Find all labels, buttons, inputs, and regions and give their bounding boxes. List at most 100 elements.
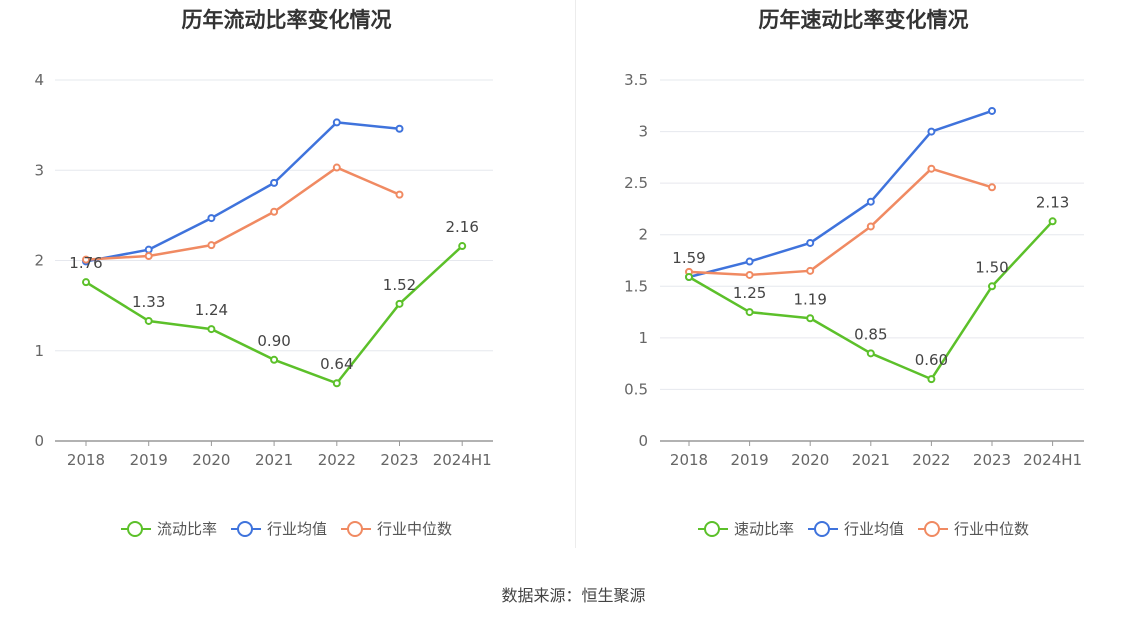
- legend-swatch-icon: [918, 520, 948, 537]
- data-point[interactable]: [332, 379, 341, 388]
- legend-label: 行业均值: [266, 520, 327, 538]
- x-tick-label: 2021: [852, 451, 890, 469]
- data-label: 0.85: [854, 325, 887, 343]
- data-point[interactable]: [270, 355, 279, 364]
- data-label: 1.24: [195, 301, 228, 319]
- legend-swatch-icon: [120, 520, 151, 537]
- panel-divider: [575, 0, 576, 548]
- legend-swatch-icon: [341, 520, 371, 537]
- data-point[interactable]: [207, 241, 216, 250]
- data-point[interactable]: [458, 242, 467, 251]
- data-point[interactable]: [988, 183, 996, 192]
- data-point[interactable]: [270, 178, 279, 187]
- data-point[interactable]: [144, 251, 153, 260]
- data-point[interactable]: [866, 222, 875, 231]
- data-point[interactable]: [806, 314, 815, 323]
- series-line: [85, 166, 400, 261]
- data-label: 0.90: [257, 332, 290, 350]
- data-point[interactable]: [332, 118, 341, 127]
- x-tick-label: 2024H1: [1023, 451, 1082, 469]
- data-point[interactable]: [1048, 217, 1057, 226]
- x-tick-label: 2023: [973, 451, 1011, 469]
- data-point[interactable]: [745, 270, 754, 279]
- y-tick-label: 0: [34, 432, 44, 450]
- y-tick-label: 1: [34, 342, 44, 360]
- data-label: 2.13: [1036, 193, 1069, 211]
- chart-title: 历年速动比率变化情况: [758, 8, 969, 32]
- data-point[interactable]: [82, 278, 90, 287]
- y-tick-label: 2.5: [624, 174, 648, 192]
- data-point[interactable]: [82, 255, 90, 264]
- data-point[interactable]: [927, 375, 936, 384]
- data-point[interactable]: [395, 124, 404, 133]
- legend-label: 行业中位数: [954, 520, 1030, 538]
- y-tick-label: 3.5: [624, 71, 648, 89]
- current-ratio-panel: 历年流动比率变化情况 0 1 2 3 4 2018 2019 2020 2021 2022 2023…: [0, 0, 573, 560]
- data-point[interactable]: [927, 127, 936, 136]
- data-point[interactable]: [745, 308, 754, 317]
- y-tick-label: 4: [34, 71, 44, 89]
- legend-item[interactable]: 速动比率: [697, 518, 794, 539]
- series-line: [688, 109, 993, 279]
- x-tick-label: 2018: [67, 451, 105, 469]
- legend-label: 行业中位数: [377, 520, 453, 538]
- x-tick-label: 2022: [318, 451, 356, 469]
- legend-label: 行业均值: [843, 520, 904, 538]
- data-label: 0.64: [320, 355, 353, 373]
- data-point[interactable]: [144, 245, 153, 254]
- data-point[interactable]: [207, 325, 216, 334]
- y-tick-label: 2: [638, 226, 648, 244]
- data-label: 1.52: [383, 276, 416, 294]
- legend-item[interactable]: 行业中位数: [341, 518, 452, 539]
- data-point[interactable]: [806, 266, 815, 275]
- legend-item[interactable]: 行业中位数: [918, 518, 1029, 539]
- legend-swatch-icon: [230, 520, 261, 537]
- x-tick-label: 2023: [380, 451, 418, 469]
- legend-swatch-icon: [807, 520, 838, 537]
- data-point[interactable]: [395, 299, 404, 308]
- data-point[interactable]: [685, 273, 693, 282]
- legend: 流动比率 行业均值 行业中位数: [0, 518, 573, 539]
- legend-item[interactable]: 流动比率: [120, 518, 217, 539]
- data-point[interactable]: [988, 106, 996, 115]
- legend-item[interactable]: 行业均值: [230, 518, 327, 539]
- legend: 速动比率 行业均值 行业中位数: [577, 518, 1147, 539]
- x-tick-label: 2022: [912, 451, 950, 469]
- y-tick-label: 3: [638, 123, 648, 141]
- y-tick-label: 0: [638, 432, 648, 450]
- quick-ratio-plot: 0 0.5 1 1.5 2 2.5 3 3.5 2018 2019 2020 2021 2022 2023…: [624, 71, 1084, 469]
- data-point[interactable]: [395, 190, 404, 199]
- data-point[interactable]: [332, 163, 341, 172]
- data-point[interactable]: [866, 349, 875, 358]
- data-point[interactable]: [927, 164, 936, 173]
- y-tick-label: 1.5: [624, 277, 648, 295]
- data-point[interactable]: [866, 197, 875, 206]
- data-point[interactable]: [144, 316, 153, 325]
- chart-title: 历年流动比率变化情况: [181, 8, 392, 32]
- x-tick-label: 2019: [731, 451, 769, 469]
- current-ratio-plot: 0 1 2 3 4 2018 2019 2020 2021 2022 2023 2024H1 1.76 1…: [34, 71, 493, 469]
- quick-ratio-panel: 历年速动比率变化情况 0 0.5 1 1.5 2 2.5 3 3.5 2018 2019 2020 2…: [577, 0, 1147, 560]
- y-tick-label: 2: [34, 252, 44, 270]
- x-tick-label: 2018: [670, 451, 708, 469]
- series-line: [688, 167, 993, 277]
- data-point[interactable]: [988, 282, 996, 291]
- data-point[interactable]: [207, 214, 216, 223]
- data-label: 1.59: [672, 249, 705, 267]
- x-tick-label: 2021: [255, 451, 293, 469]
- legend-swatch-icon: [697, 520, 728, 537]
- data-label: 1.76: [69, 254, 102, 272]
- x-tick-label: 2024H1: [433, 451, 492, 469]
- data-point[interactable]: [806, 238, 815, 247]
- legend-item[interactable]: 行业均值: [807, 518, 904, 539]
- data-source: 数据来源：恒生聚源: [501, 586, 646, 605]
- data-point[interactable]: [270, 207, 279, 216]
- series-line: [85, 121, 400, 263]
- y-tick-label: 0.5: [624, 380, 648, 398]
- data-label: 1.19: [793, 290, 826, 308]
- x-tick-label: 2019: [130, 451, 168, 469]
- data-label: 1.50: [975, 258, 1008, 276]
- data-point[interactable]: [745, 257, 754, 266]
- data-label: 1.25: [733, 284, 766, 302]
- x-tick-label: 2020: [192, 451, 230, 469]
